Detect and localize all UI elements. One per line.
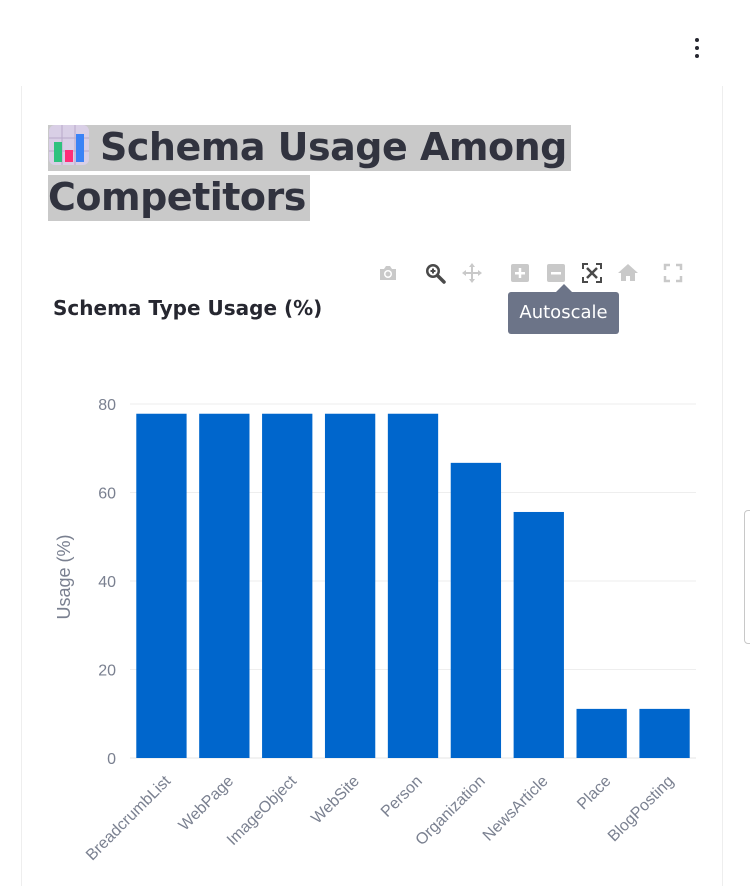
bar: [450, 462, 502, 758]
camera-icon[interactable]: [373, 258, 403, 288]
fullscreen-icon[interactable]: [658, 258, 688, 288]
x-tick-label: WebSite: [308, 773, 363, 828]
x-tick-label: Place: [574, 773, 614, 813]
zoom-in-icon[interactable]: [505, 258, 535, 288]
bar: [387, 413, 439, 758]
y-axis-label: Usage (%): [54, 534, 74, 619]
bar: [639, 708, 690, 758]
reset-axes-icon[interactable]: [613, 258, 643, 288]
bar: [199, 413, 250, 758]
autoscale-icon[interactable]: [577, 258, 607, 288]
page-title-text: Schema Usage Among Competitors: [48, 125, 567, 219]
y-tick-label: 0: [107, 751, 116, 768]
kebab-menu-icon[interactable]: [686, 36, 708, 60]
x-tick-label: BlogPosting: [605, 773, 677, 845]
bar: [324, 413, 376, 758]
zoom-out-icon[interactable]: [541, 258, 571, 288]
bar-chart-emoji-icon: [49, 125, 89, 165]
bar: [576, 708, 627, 758]
x-tick-label: BreadcrumbList: [83, 772, 175, 864]
pan-icon[interactable]: [457, 258, 487, 288]
y-tick-label: 40: [98, 574, 116, 591]
bar: [136, 413, 187, 758]
autoscale-tooltip: Autoscale: [508, 284, 619, 334]
x-tick-label: Person: [378, 773, 426, 821]
y-tick-label: 60: [98, 486, 116, 503]
x-tick-label: NewsArticle: [480, 773, 552, 845]
page-title: Schema Usage Among Competitors: [48, 122, 571, 222]
bar: [513, 511, 564, 758]
x-tick-label: WebPage: [176, 773, 238, 835]
y-tick-label: 20: [98, 663, 116, 680]
y-tick-label: 80: [98, 397, 116, 414]
bar: [262, 413, 313, 758]
scrollbar[interactable]: [744, 510, 750, 644]
zoom-icon[interactable]: [420, 258, 450, 288]
chart-title: Schema Type Usage (%): [53, 296, 323, 320]
